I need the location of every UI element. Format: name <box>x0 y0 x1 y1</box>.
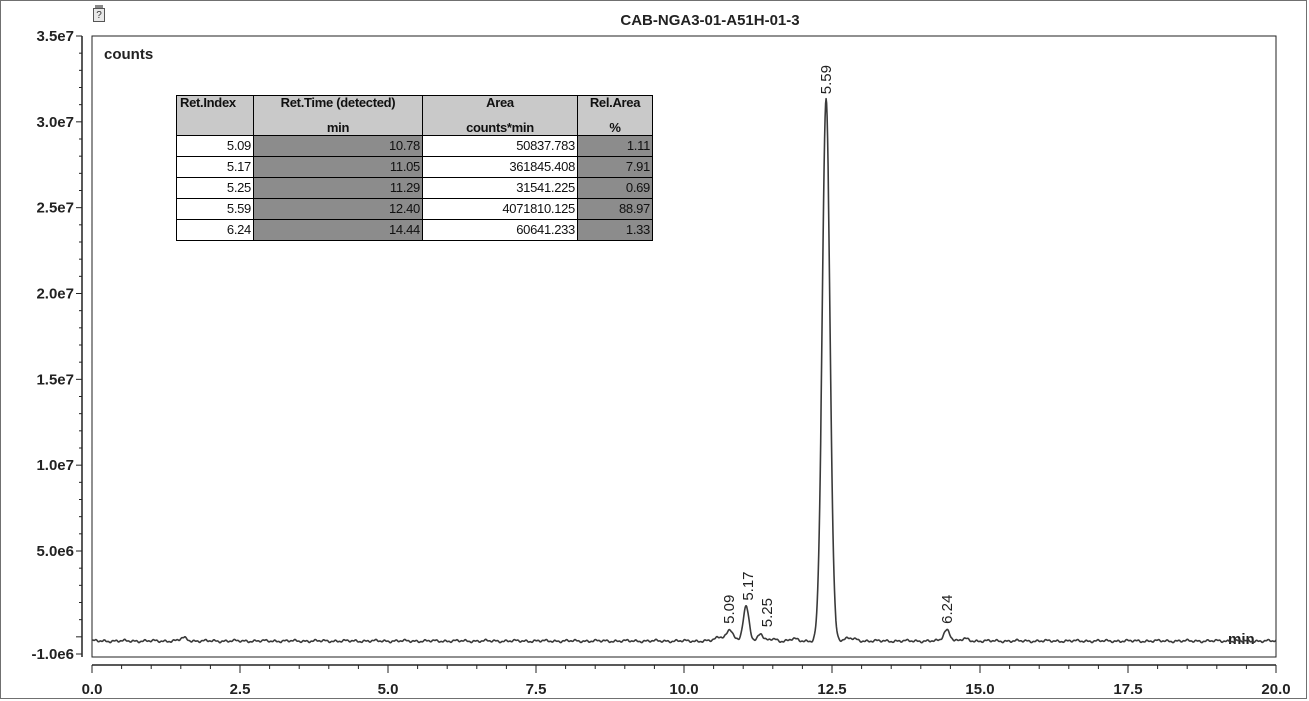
y-tick-label: 1.5e7 <box>36 371 74 388</box>
cell-area: 50837.783 <box>422 135 578 157</box>
y-axis-unit-label: counts <box>104 46 154 63</box>
cell-area: 60641.233 <box>422 219 578 241</box>
x-tick-label: 0.0 <box>82 681 103 698</box>
y-tick-label: 2.0e7 <box>36 286 74 303</box>
x-tick-label: 17.5 <box>1113 681 1142 698</box>
cell-ret-time: 11.05 <box>253 156 423 178</box>
header-area: Area counts*min <box>422 95 578 136</box>
cell-rel-area: 7.91 <box>577 156 653 178</box>
chart-title: CAB-NGA3-01-A51H-01-3 <box>620 12 800 29</box>
cell-ret-index: 5.59 <box>176 198 254 220</box>
table-row: 5.59 12.40 4071810.125 88.97 <box>176 198 653 220</box>
y-tick-label: 5.0e6 <box>36 543 74 560</box>
header-rel-area: Rel.Area% <box>577 95 653 136</box>
x-tick-label: 5.0 <box>378 681 399 698</box>
x-axis-unit-label: min <box>1228 631 1255 648</box>
cell-area: 31541.225 <box>422 177 578 199</box>
table-header-row: Ret.Index Ret.Time (detected) min Area cou… <box>176 95 653 136</box>
cell-rel-area: 1.33 <box>577 219 653 241</box>
peak-label: 6.24 <box>939 595 956 624</box>
cell-area: 361845.408 <box>422 156 578 178</box>
cell-ret-time: 14.44 <box>253 219 423 241</box>
chromatogram-trace <box>91 97 1277 644</box>
cell-rel-area: 88.97 <box>577 198 653 220</box>
x-tick-label: 20.0 <box>1261 681 1290 698</box>
header-ret-time: Ret.Time (detected) min <box>253 95 423 136</box>
peak-table: Ret.Index Ret.Time (detected) min Area cou… <box>176 95 653 241</box>
cell-ret-time: 10.78 <box>253 135 423 157</box>
plot-area <box>91 35 1277 658</box>
y-tick-label: 2.5e7 <box>36 200 74 217</box>
peak-label: 5.09 <box>721 595 738 624</box>
x-tick-label: 15.0 <box>965 681 994 698</box>
x-tick-label: 2.5 <box>230 681 251 698</box>
table-row: 5.25 11.29 31541.225 0.69 <box>176 177 653 199</box>
help-icon[interactable]: ? <box>93 5 105 22</box>
cell-ret-time: 12.40 <box>253 198 423 220</box>
cell-ret-index: 6.24 <box>176 219 254 241</box>
table-row: 5.09 10.78 50837.783 1.11 <box>176 135 653 157</box>
cell-area: 4071810.125 <box>422 198 578 220</box>
cell-rel-area: 1.11 <box>577 135 653 157</box>
peak-label: 5.59 <box>818 65 835 94</box>
peak-label: 5.25 <box>759 598 776 627</box>
cell-rel-area: 0.69 <box>577 177 653 199</box>
y-tick-label: -1.0e6 <box>31 646 74 663</box>
x-tick-label: 10.0 <box>669 681 698 698</box>
table-row: 6.24 14.44 60641.233 1.33 <box>176 219 653 241</box>
x-tick-label: 12.5 <box>817 681 846 698</box>
header-ret-index: Ret.Index <box>176 95 254 136</box>
cell-ret-index: 5.17 <box>176 156 254 178</box>
cell-ret-index: 5.25 <box>176 177 254 199</box>
y-tick-label: 3.5e7 <box>36 28 74 45</box>
peak-label: 5.17 <box>740 571 757 600</box>
x-tick-label: 7.5 <box>526 681 547 698</box>
y-tick-label: 3.0e7 <box>36 114 74 131</box>
table-row: 5.17 11.05 361845.408 7.91 <box>176 156 653 178</box>
cell-ret-index: 5.09 <box>176 135 254 157</box>
cell-ret-time: 11.29 <box>253 177 423 199</box>
y-tick-label: 1.0e7 <box>36 457 74 474</box>
